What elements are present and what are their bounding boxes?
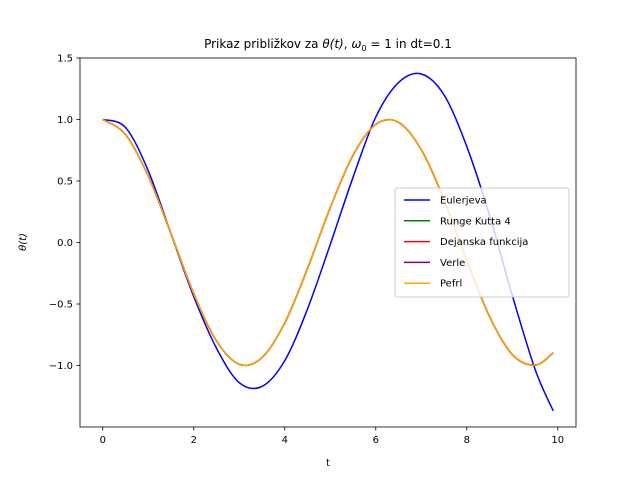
y-axis-label: θ(t) (18, 233, 29, 251)
chart-title: Prikaz približkov za θ(t), ω0 = 1 in dt=… (204, 37, 452, 53)
x-axis-label: t (326, 458, 330, 469)
title-omega-sub: 0 (361, 44, 366, 53)
legend-box (394, 187, 570, 298)
x-tick-label: 10 (551, 435, 564, 446)
x-tick-label: 6 (373, 435, 379, 446)
legend-label: Eulerjeva (440, 196, 487, 207)
y-tick-label: −1.0 (49, 361, 73, 372)
legend-label: Dejanska funkcija (440, 237, 528, 248)
y-tick-label: 0.0 (57, 238, 73, 249)
y-tick-label: −0.5 (49, 300, 73, 311)
series-line-pefrl (102, 118, 554, 367)
y-tick-label: 0.5 (57, 177, 73, 188)
x-tick-label: 0 (100, 435, 106, 446)
title-suffix: = 1 in dt=0.1 (367, 37, 452, 51)
legend-label: Pefrl (440, 279, 462, 290)
y-tick-label: 1.5 (57, 54, 73, 65)
legend: Eulerjeva Runge Kutta 4 Dejanska funkcija V… (394, 187, 570, 298)
x-tick-label: 4 (282, 435, 288, 446)
x-axis: 0 2 4 6 8 10 (100, 427, 564, 446)
y-tick-label: 1.0 (57, 115, 73, 126)
legend-label: Verle (440, 258, 465, 269)
x-tick-label: 8 (464, 435, 470, 446)
title-prefix: Prikaz približkov za (204, 37, 322, 51)
title-omega: ω (351, 37, 361, 51)
y-axis: 1.5 1.0 0.5 0.0 −0.5 −1.0 (49, 54, 80, 372)
title-sep: , (344, 37, 352, 51)
title-theta: θ(t) (322, 37, 343, 51)
x-tick-label: 2 (191, 435, 197, 446)
legend-label: Runge Kutta 4 (440, 216, 511, 227)
